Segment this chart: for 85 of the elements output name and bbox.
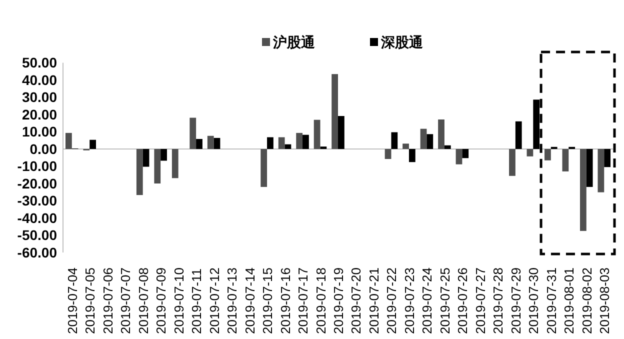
bar <box>196 138 202 149</box>
bar <box>544 148 551 160</box>
x-tick-label: 2019-07-29 <box>508 268 524 334</box>
x-tick-label: 2019-07-07 <box>118 268 134 334</box>
x-tick-label: 2019-07-04 <box>64 268 80 334</box>
bar <box>408 148 416 162</box>
x-tick-label: 2019-07-31 <box>544 268 559 334</box>
bar <box>267 137 274 149</box>
x-tick-label: 2019-07-18 <box>313 268 328 334</box>
x-tick-label: 2019-07-28 <box>490 268 506 334</box>
x-tick-label: 2019-07-11 <box>189 268 204 334</box>
bar <box>420 128 427 149</box>
bar <box>296 132 303 149</box>
bar <box>462 148 469 158</box>
bar <box>314 120 320 149</box>
y-tick-label: 50.00 <box>22 54 58 71</box>
x-tick-label: 2019-07-09 <box>154 268 169 334</box>
bar <box>456 148 462 164</box>
bar <box>526 148 534 156</box>
y-tick-label: 0.00 <box>30 140 58 157</box>
bar <box>278 137 285 149</box>
bar <box>65 132 72 149</box>
y-tick-label: 10.00 <box>22 124 58 140</box>
bar <box>438 119 444 149</box>
y-tick-label: -30.00 <box>17 192 58 209</box>
bar <box>172 148 178 178</box>
x-tick-label: 2019-07-21 <box>366 268 382 334</box>
bar <box>586 148 593 187</box>
x-tick-label: 2019-08-03 <box>597 268 612 334</box>
x-tick-label: 2019-07-22 <box>384 268 400 334</box>
bar <box>580 148 586 231</box>
x-tick-label: 2019-07-20 <box>348 268 364 334</box>
y-tick-label: -40.00 <box>17 210 58 226</box>
y-tick-label: -10.00 <box>17 158 58 174</box>
x-tick-label: 2019-07-14 <box>242 268 258 334</box>
bar <box>260 148 268 187</box>
bar <box>509 148 516 176</box>
bar <box>338 116 344 149</box>
y-tick-label: -60.00 <box>17 244 58 260</box>
bar <box>136 148 143 196</box>
bar <box>444 145 451 149</box>
bar <box>598 148 604 192</box>
bar <box>426 134 434 149</box>
x-tick-label: 2019-07-27 <box>472 268 488 334</box>
bar <box>207 136 214 149</box>
bar <box>160 148 167 161</box>
bar <box>142 148 150 167</box>
bar <box>332 74 338 149</box>
bar <box>190 118 196 149</box>
x-tick-label: 2019-07-30 <box>526 268 542 334</box>
bar <box>302 134 309 149</box>
bar <box>533 100 540 149</box>
bar <box>284 144 292 149</box>
legend-label: 深股通 <box>380 34 424 50</box>
bar <box>384 148 392 159</box>
x-tick-label: 2019-07-23 <box>402 268 417 334</box>
legend-label: 沪股通 <box>272 34 316 50</box>
x-tick-label: 2019-07-25 <box>437 268 452 334</box>
x-tick-label: 2019-07-13 <box>224 268 240 334</box>
y-tick-label: 30.00 <box>22 89 58 106</box>
bar <box>562 148 569 172</box>
x-tick-label: 2019-07-12 <box>206 268 222 334</box>
y-tick-label: 40.00 <box>22 72 58 88</box>
x-tick-label: 2019-08-02 <box>579 268 594 334</box>
x-tick-label: 2019-07-06 <box>100 268 116 334</box>
y-tick-label: -20.00 <box>17 175 58 192</box>
x-tick-label: 2019-07-19 <box>331 268 346 334</box>
y-tick-label: 20.00 <box>22 106 58 122</box>
x-tick-label: 2019-07-16 <box>278 268 293 334</box>
bar <box>515 121 522 149</box>
bar <box>214 138 220 149</box>
x-tick-label: 2019-07-17 <box>296 268 311 334</box>
bar <box>402 144 409 149</box>
x-tick-label: 2019-07-08 <box>136 268 151 334</box>
x-tick-label: 2019-07-10 <box>171 268 186 334</box>
x-tick-label: 2019-07-26 <box>455 268 470 334</box>
x-tick-label: 2019-07-15 <box>260 268 276 334</box>
x-tick-label: 2019-07-05 <box>82 268 98 334</box>
x-tick-label: 2019-08-01 <box>562 268 577 334</box>
bar <box>90 140 96 149</box>
y-tick-label: -50.00 <box>17 227 58 244</box>
bar <box>154 148 161 184</box>
x-tick-label: 2019-07-24 <box>420 268 435 334</box>
bar <box>604 148 611 168</box>
bar <box>391 132 398 149</box>
